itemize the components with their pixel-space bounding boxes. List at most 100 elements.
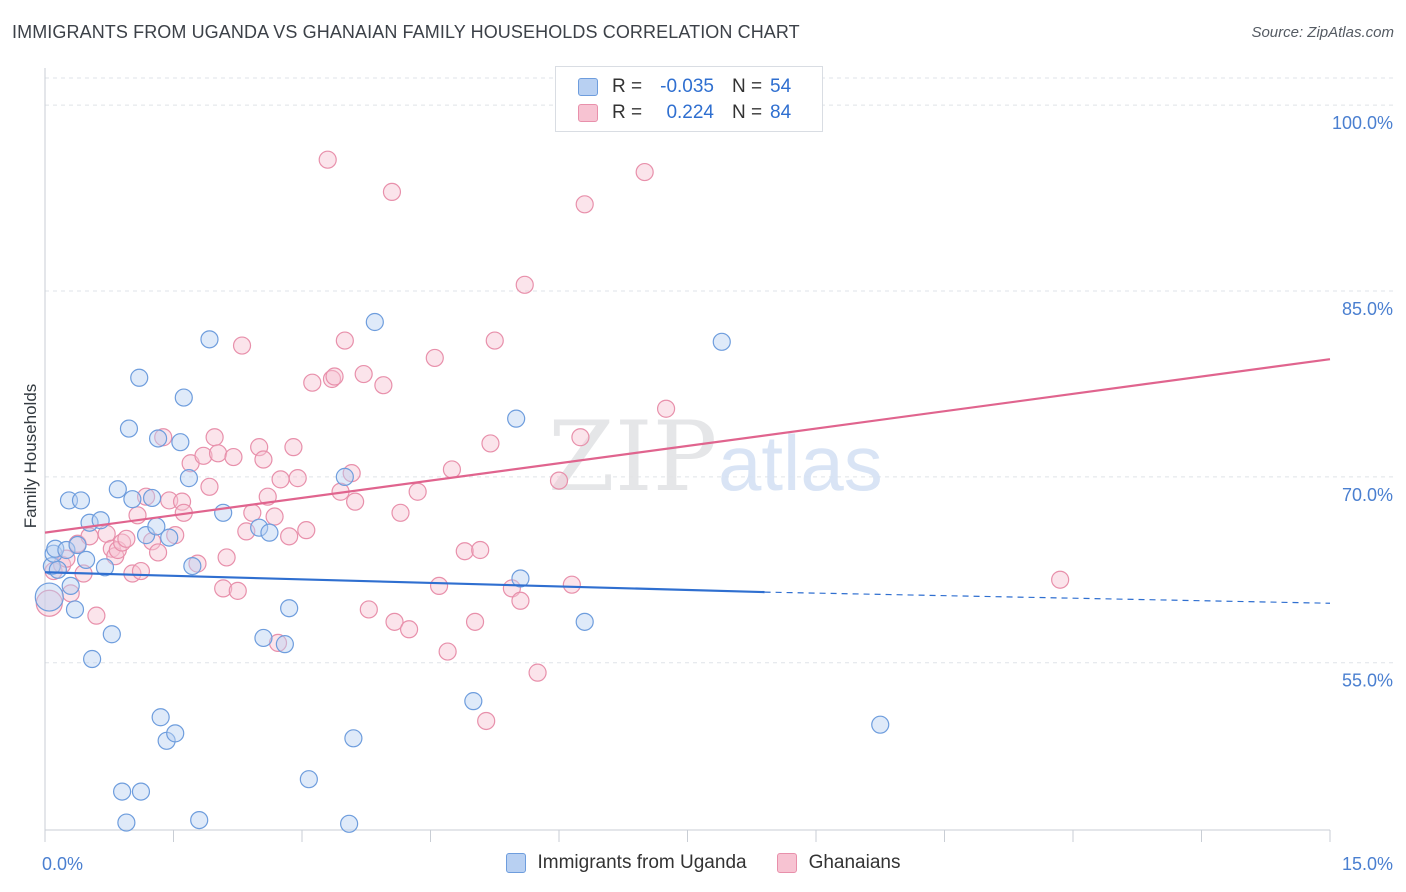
point-uganda	[344, 729, 363, 748]
point-uganda	[160, 528, 179, 547]
point-ghanaians	[335, 331, 354, 350]
point-uganda	[275, 635, 294, 654]
point-ghanaians	[254, 450, 273, 469]
point-ghanaians	[408, 482, 427, 501]
point-uganda	[142, 488, 162, 508]
point-ghanaians	[477, 711, 496, 731]
point-uganda	[48, 560, 67, 579]
point-ghanaians	[297, 521, 316, 540]
point-ghanaians	[322, 369, 342, 389]
legend-r-value: -0.035	[660, 76, 714, 97]
point-ghanaians	[429, 576, 449, 596]
point-ghanaians	[136, 487, 156, 506]
point-uganda	[34, 582, 64, 612]
point-ghanaians	[635, 162, 654, 182]
gridlines	[45, 77, 1395, 664]
point-ghanaians	[303, 373, 322, 392]
point-ghanaians	[528, 663, 547, 682]
legend-item-uganda[interactable]: Immigrants from Uganda	[505, 852, 747, 874]
point-ghanaians	[205, 428, 224, 447]
y-tick-label: 70.0%	[1342, 485, 1393, 505]
point-ghanaians	[656, 399, 676, 418]
point-ghanaians	[131, 561, 151, 581]
point-uganda	[183, 556, 202, 576]
point-uganda	[102, 625, 121, 644]
point-ghanaians	[87, 606, 106, 625]
point-uganda	[179, 469, 199, 488]
legend-n-label: N =	[732, 76, 763, 97]
point-uganda	[200, 330, 219, 349]
legend-r-value: 0.224	[666, 102, 714, 123]
trend-line-uganda	[44, 571, 765, 594]
x-ticks: 0.0% 15.0%	[42, 830, 1393, 874]
point-ghanaians	[346, 492, 365, 511]
point-ghanaians	[200, 477, 219, 496]
point-uganda	[575, 612, 594, 631]
point-uganda	[250, 518, 269, 537]
legend-item-ghanaians[interactable]: Ghanaians	[776, 852, 900, 874]
point-ghanaians	[511, 591, 530, 610]
point-ghanaians	[265, 507, 284, 526]
point-ghanaians	[354, 364, 373, 384]
point-uganda	[77, 550, 96, 569]
point-ghanaians	[271, 470, 290, 489]
point-uganda	[148, 429, 168, 448]
point-ghanaians	[382, 182, 402, 202]
watermark-zip: ZIP	[548, 401, 717, 513]
point-ghanaians	[465, 612, 485, 631]
point-ghanaians	[385, 612, 404, 631]
legend-swatch-ghanaians	[776, 853, 797, 873]
y-ticks: 55.0% 70.0% 85.0% 100.0%	[1332, 113, 1393, 691]
series-legend: Immigrants from Uganda Ghanaians	[0, 852, 1406, 874]
point-ghanaians	[224, 447, 243, 467]
point-uganda	[117, 813, 136, 832]
point-uganda	[65, 600, 85, 619]
point-ghanaians	[438, 642, 457, 661]
point-uganda	[712, 332, 731, 351]
legend-n-label: N =	[732, 102, 763, 123]
series-uganda	[34, 312, 890, 833]
point-ghanaians	[575, 195, 594, 214]
legend-row-uganda: R = -0.035 N = 54	[578, 74, 791, 100]
point-ghanaians	[172, 492, 192, 511]
x-tick-label: 0.0%	[42, 854, 83, 874]
point-ghanaians	[391, 503, 410, 522]
point-ghanaians	[399, 620, 419, 639]
point-uganda	[95, 558, 115, 577]
y-tick-label: 85.0%	[1342, 299, 1393, 319]
point-uganda	[190, 810, 209, 830]
point-ghanaians	[359, 600, 378, 619]
point-ghanaians	[325, 367, 344, 386]
watermark-atlas: atlas	[718, 419, 883, 507]
point-ghanaians	[217, 548, 236, 567]
correlation-legend: R = -0.035 N = 54 R = 0.224 N = 84	[555, 66, 823, 132]
point-uganda	[151, 708, 170, 727]
point-ghanaians	[117, 529, 136, 548]
point-ghanaians	[562, 575, 581, 594]
trend-line-ghanaians	[44, 358, 1331, 534]
point-ghanaians	[288, 469, 307, 488]
legend-n-value: 54	[770, 76, 792, 97]
point-uganda	[166, 724, 185, 743]
legend-r-label: R =	[612, 102, 643, 123]
point-ghanaians	[549, 471, 569, 490]
y-tick-label: 55.0%	[1342, 671, 1393, 691]
point-ghanaians	[515, 275, 534, 294]
point-ghanaians	[194, 446, 213, 465]
point-ghanaians	[280, 527, 299, 546]
point-uganda	[280, 599, 299, 618]
legend-row-ghanaians: R = 0.224 N = 84	[578, 100, 791, 126]
point-ghanaians	[1051, 570, 1070, 589]
point-ghanaians	[208, 444, 228, 463]
point-ghanaians	[571, 428, 590, 447]
point-uganda	[57, 540, 76, 560]
point-ghanaians	[268, 633, 288, 653]
point-uganda	[131, 782, 151, 801]
point-uganda	[335, 467, 354, 486]
legend-swatch-uganda	[505, 853, 526, 873]
point-uganda	[112, 782, 132, 801]
point-uganda	[511, 569, 530, 588]
point-uganda	[61, 576, 80, 596]
point-uganda	[119, 419, 139, 438]
